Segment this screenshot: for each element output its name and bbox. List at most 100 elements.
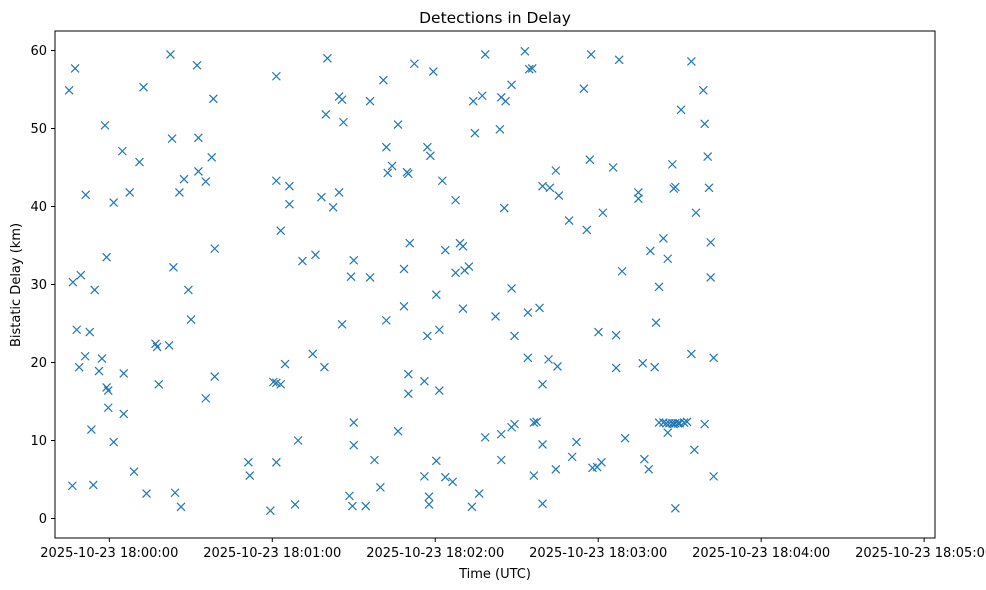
data-point xyxy=(458,304,468,314)
data-point xyxy=(564,216,574,225)
data-point xyxy=(321,110,331,119)
data-point xyxy=(64,85,74,95)
data-point xyxy=(100,120,110,130)
data-point xyxy=(76,270,86,280)
data-point xyxy=(125,188,135,197)
data-point xyxy=(676,105,686,115)
data-point xyxy=(597,457,606,467)
data-point xyxy=(210,244,220,254)
data-point xyxy=(186,315,196,325)
data-point xyxy=(510,419,519,429)
data-point xyxy=(119,409,129,419)
y-tick-label: 10 xyxy=(30,434,47,449)
data-point xyxy=(709,471,719,481)
data-point xyxy=(265,506,275,516)
x-tick-label: 2025-10-23 18:03:00 xyxy=(529,546,667,561)
data-point xyxy=(458,241,468,251)
data-point xyxy=(293,436,303,445)
data-point xyxy=(437,176,447,186)
data-point xyxy=(501,96,511,106)
data-point xyxy=(201,177,211,186)
data-point xyxy=(70,64,80,73)
data-point xyxy=(399,264,409,274)
data-point xyxy=(499,203,509,213)
data-point xyxy=(527,64,537,73)
data-point xyxy=(440,245,450,255)
data-point xyxy=(166,49,175,59)
data-point xyxy=(428,67,438,76)
data-point xyxy=(633,194,643,204)
data-point xyxy=(422,331,432,341)
data-point xyxy=(322,53,332,63)
chart-title: Detections in Delay xyxy=(419,9,571,27)
data-point xyxy=(375,482,385,492)
data-point xyxy=(85,327,95,337)
data-point xyxy=(349,255,359,265)
data-point xyxy=(467,502,477,512)
data-point xyxy=(663,254,673,264)
data-point xyxy=(535,303,544,313)
data-point xyxy=(440,472,450,482)
data-point xyxy=(654,282,664,292)
data-point xyxy=(176,502,186,512)
data-point xyxy=(572,437,581,447)
data-point xyxy=(280,359,290,369)
data-point xyxy=(268,377,278,387)
data-point xyxy=(192,60,202,70)
data-point xyxy=(393,120,403,130)
y-tick-label: 30 xyxy=(30,278,47,293)
data-point xyxy=(311,250,320,260)
data-point xyxy=(422,142,432,152)
data-point xyxy=(551,464,561,474)
data-point xyxy=(378,75,388,85)
data-point xyxy=(117,146,127,156)
data-point xyxy=(706,237,716,247)
data-point xyxy=(639,454,649,464)
x-tick-label: 2025-10-23 18:04:00 xyxy=(692,546,830,561)
data-point xyxy=(529,471,539,481)
y-tick-label: 50 xyxy=(30,122,47,137)
data-point xyxy=(284,181,294,191)
data-point xyxy=(480,49,490,59)
data-point xyxy=(698,85,708,95)
data-point xyxy=(320,362,329,372)
data-point xyxy=(663,428,673,438)
y-tick-label: 20 xyxy=(30,356,47,371)
data-point xyxy=(650,362,660,372)
data-point xyxy=(709,353,719,363)
data-point xyxy=(451,268,461,278)
data-point xyxy=(135,157,144,167)
x-axis-title: Time (UTC) xyxy=(458,567,531,582)
data-point xyxy=(403,369,413,379)
data-point xyxy=(538,439,547,449)
data-point xyxy=(567,452,577,462)
data-point xyxy=(538,379,547,389)
x-tick-label: 2025-10-23 18:05:00 xyxy=(855,546,986,561)
data-point xyxy=(638,358,648,368)
data-point xyxy=(523,353,533,363)
data-point xyxy=(491,312,500,321)
data-point xyxy=(365,273,375,282)
data-point xyxy=(425,151,435,161)
data-point xyxy=(644,464,654,474)
data-point xyxy=(551,166,561,176)
data-point xyxy=(387,161,397,171)
data-point xyxy=(243,457,253,467)
data-point xyxy=(129,467,139,477)
points-layer xyxy=(64,46,719,516)
data-point xyxy=(346,272,356,282)
data-point xyxy=(170,488,180,498)
data-point xyxy=(507,80,516,90)
data-point xyxy=(670,182,680,192)
data-point xyxy=(464,262,474,271)
data-point xyxy=(424,500,434,509)
data-point xyxy=(691,208,701,218)
data-point xyxy=(495,124,505,134)
data-point xyxy=(167,134,177,144)
data-point xyxy=(424,492,434,502)
data-point xyxy=(431,290,441,300)
data-point xyxy=(245,471,255,481)
data-point xyxy=(210,372,220,381)
data-point xyxy=(399,301,409,311)
